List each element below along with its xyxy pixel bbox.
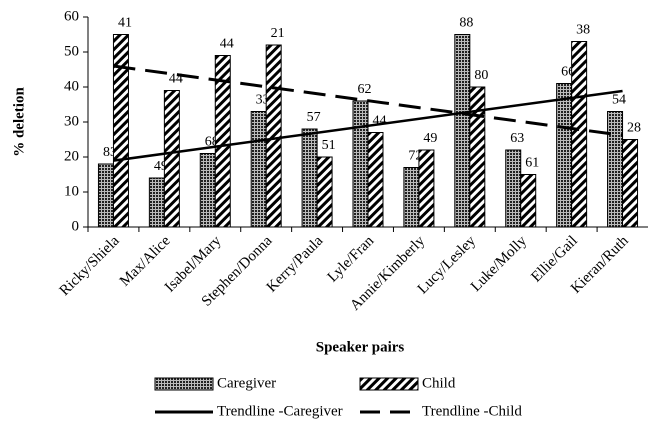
bar (97, 163, 114, 228)
legend-label: Trendline -Caregiver (217, 403, 343, 419)
bar-annotation: 41 (118, 16, 132, 31)
bar (163, 90, 180, 228)
bar (403, 167, 420, 228)
bar (250, 111, 267, 228)
bar (418, 149, 435, 228)
bar (556, 83, 573, 228)
bar (112, 34, 129, 228)
y-tick-label: 10 (64, 183, 79, 199)
bar-annotation: 38 (576, 23, 590, 38)
bar (469, 86, 486, 228)
bar (622, 139, 639, 228)
legend-label: Trendline -Child (422, 403, 522, 419)
bar-annotation: 61 (525, 156, 539, 171)
bar-annotation: 21 (271, 26, 285, 41)
legend-label: Child (422, 375, 456, 391)
bar (367, 132, 384, 228)
y-tick-label: 30 (64, 113, 79, 129)
y-tick-label: 40 (64, 78, 79, 94)
x-tick-label: Luke/Molly (468, 233, 530, 295)
bar (199, 153, 216, 228)
bar (265, 44, 282, 228)
bar-annotation: 51 (322, 138, 336, 153)
legend-swatch (154, 377, 214, 391)
x-tick-label: Ellie/Gail (528, 233, 581, 286)
x-tick-label: Lyle/Fran (325, 233, 378, 286)
bar-annotation: 80 (474, 68, 488, 83)
legend-label: Caregiver (217, 375, 276, 391)
x-tick-label: Ricky/Shiela (57, 233, 123, 299)
bar-annotation: 44 (373, 114, 387, 129)
bar-annotation: 44 (220, 37, 234, 52)
bar-annotation: 63 (510, 131, 524, 146)
bar (571, 41, 588, 228)
bar-annotation: 62 (358, 82, 372, 97)
bar (148, 177, 165, 228)
bar-annotation: 57 (307, 110, 321, 125)
trendline (113, 64, 623, 137)
bar (520, 174, 537, 228)
trendline (113, 89, 623, 162)
bar-annotation: 88 (459, 16, 473, 31)
y-tick-label: 60 (64, 8, 79, 24)
bar-annotation: 28 (627, 121, 641, 136)
bar-annotation: 54 (612, 93, 626, 108)
bar (352, 100, 369, 228)
y-axis-title: % deletion (11, 87, 27, 157)
bar (316, 156, 333, 228)
y-tick-label: 20 (64, 148, 79, 164)
bar (454, 34, 471, 228)
bar (505, 149, 522, 228)
legend-swatch (359, 377, 419, 391)
x-axis-title: Speaker pairs (316, 339, 405, 355)
y-tick-label: 50 (64, 43, 79, 59)
bar (607, 111, 624, 228)
bar (301, 128, 318, 228)
y-tick-label: 0 (72, 218, 80, 234)
bar-annotation: 49 (423, 131, 437, 146)
bar (214, 55, 231, 228)
